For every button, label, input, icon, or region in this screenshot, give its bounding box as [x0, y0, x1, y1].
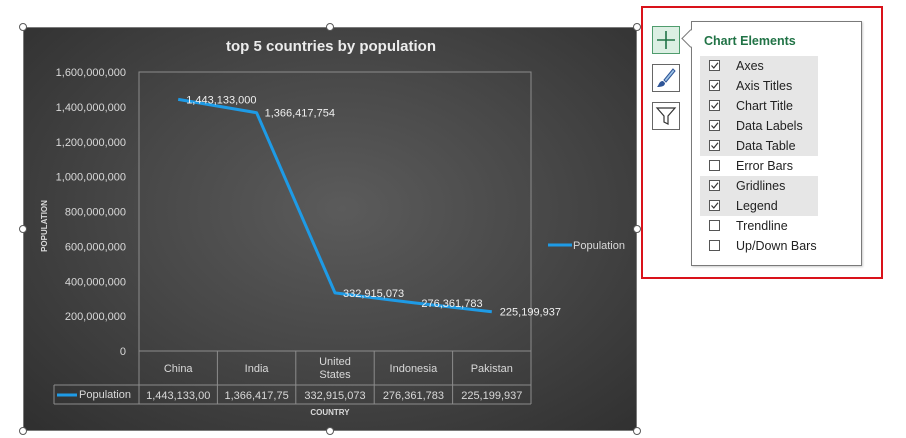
table-value: 1,443,133,00 — [146, 390, 210, 402]
chart-element-axis-titles[interactable]: Axis Titles — [700, 76, 818, 96]
resize-handle-top-mid[interactable] — [326, 23, 334, 31]
chart-elements-button[interactable] — [652, 26, 680, 54]
table-value: 225,199,937 — [461, 390, 522, 402]
plot-area-border — [138, 71, 532, 352]
table-value: 332,915,073 — [304, 390, 365, 402]
checkbox[interactable] — [709, 240, 720, 251]
checkmark-icon — [711, 122, 719, 129]
checkbox[interactable] — [709, 140, 720, 151]
chart-element-up-down-bars[interactable]: Up/Down Bars — [700, 236, 818, 256]
funnel-icon — [655, 107, 677, 125]
checkmark-icon — [711, 202, 719, 209]
x-category-label: States — [319, 369, 351, 381]
chart-element-data-labels[interactable]: Data Labels — [700, 116, 818, 136]
table-series-name: Population — [79, 389, 131, 401]
data-label: 1,366,417,754 — [265, 108, 335, 120]
legend-label: Population — [573, 240, 625, 252]
resize-handle-mid-right[interactable] — [633, 225, 641, 233]
chart-element-axes[interactable]: Axes — [700, 56, 818, 76]
plus-icon — [657, 31, 675, 49]
resize-handle-bottom-left[interactable] — [19, 427, 27, 435]
x-axis-title: COUNTRY — [310, 408, 350, 417]
data-label: 225,199,937 — [500, 307, 561, 319]
checkbox[interactable] — [709, 180, 720, 191]
y-tick-label: 400,000,000 — [65, 276, 126, 288]
chart-element-legend[interactable]: Legend — [700, 196, 818, 216]
checkbox[interactable] — [709, 60, 720, 71]
y-tick-label: 1,600,000,000 — [56, 67, 126, 79]
highlight-box — [641, 6, 883, 279]
data-label: 276,361,783 — [421, 298, 482, 310]
chart-element-label: Trendline — [736, 219, 788, 233]
y-tick-label: 1,000,000,000 — [56, 172, 126, 184]
chart-element-label: Data Table — [736, 139, 796, 153]
chart-element-trendline[interactable]: Trendline — [700, 216, 818, 236]
checkbox[interactable] — [709, 100, 720, 111]
chart-element-error-bars[interactable]: Error Bars — [700, 156, 818, 176]
chart-element-label: Axes — [736, 59, 764, 73]
y-tick-label: 600,000,000 — [65, 241, 126, 253]
y-tick-label: 1,400,000,000 — [56, 102, 126, 114]
x-category-label: India — [245, 363, 270, 375]
y-axis-title: POPULATION — [40, 200, 49, 252]
checkbox[interactable] — [709, 120, 720, 131]
chart-element-label: Legend — [736, 199, 778, 213]
checkmark-icon — [711, 102, 719, 109]
resize-handle-bottom-right[interactable] — [633, 427, 641, 435]
chart-area[interactable]: top 5 countries by population 0 200,000,00… — [23, 27, 637, 431]
resize-handle-top-left[interactable] — [19, 23, 27, 31]
chart-element-label: Gridlines — [736, 179, 786, 193]
chart-title: top 5 countries by population — [226, 38, 436, 55]
resize-handle-bottom-mid[interactable] — [326, 427, 334, 435]
chart-element-data-table[interactable]: Data Table — [700, 136, 818, 156]
checkmark-icon — [711, 62, 719, 69]
checkbox[interactable] — [709, 220, 720, 231]
chart-elements-panel: Chart Elements Axes Axis Titles Chart Titl… — [691, 21, 862, 266]
chart-element-label: Chart Title — [736, 99, 793, 113]
chart-filters-button[interactable] — [652, 102, 680, 130]
checkbox[interactable] — [709, 80, 720, 91]
chart-svg: top 5 countries by population 0 200,000,00… — [40, 38, 625, 417]
population-series-line — [177, 97, 492, 314]
y-tick-label: 0 — [120, 346, 126, 358]
x-category-label: United — [319, 356, 351, 368]
paintbrush-icon — [657, 68, 676, 87]
checkmark-icon — [711, 182, 719, 189]
chart-styles-button[interactable] — [652, 64, 680, 92]
table-value: 1,366,417,75 — [224, 390, 288, 402]
data-label: 1,443,133,000 — [186, 94, 256, 106]
checkmark-icon — [711, 142, 719, 149]
chart-element-label: Up/Down Bars — [736, 239, 817, 253]
chart-element-label: Error Bars — [736, 159, 793, 173]
chart-element-chart-title[interactable]: Chart Title — [700, 96, 818, 116]
y-tick-label: 800,000,000 — [65, 207, 126, 219]
x-category-label: Pakistan — [471, 363, 513, 375]
x-category-label: Indonesia — [390, 363, 439, 375]
chart-element-gridlines[interactable]: Gridlines — [700, 176, 818, 196]
x-category-label: China — [164, 363, 194, 375]
panel-title: Chart Elements — [704, 34, 796, 48]
y-tick-label: 1,200,000,000 — [56, 137, 126, 149]
chart-element-label: Data Labels — [736, 119, 803, 133]
checkbox[interactable] — [709, 160, 720, 171]
data-label: 332,915,073 — [343, 288, 404, 300]
checkbox[interactable] — [709, 200, 720, 211]
y-tick-label: 200,000,000 — [65, 311, 126, 323]
checkmark-icon — [711, 82, 719, 89]
resize-handle-mid-left[interactable] — [19, 225, 27, 233]
table-value: 276,361,783 — [383, 390, 444, 402]
chart-element-label: Axis Titles — [736, 79, 793, 93]
resize-handle-top-right[interactable] — [633, 23, 641, 31]
